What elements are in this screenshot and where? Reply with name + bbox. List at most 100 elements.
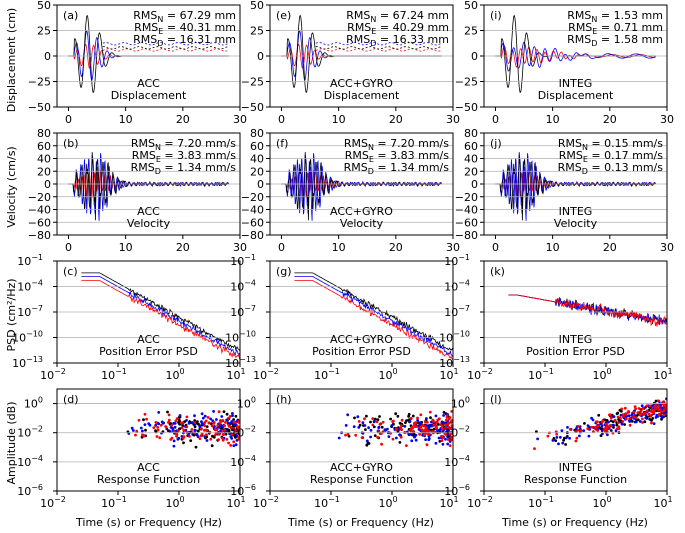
- point-N: [209, 422, 213, 426]
- method-title: INTEG: [559, 461, 593, 474]
- point-D: [154, 421, 158, 424]
- point-D: [656, 408, 660, 411]
- point-N: [651, 417, 655, 420]
- point-D: [617, 427, 621, 431]
- y-tick-label: 60: [464, 140, 478, 153]
- point-D: [167, 413, 171, 417]
- psd-N: [294, 272, 453, 351]
- point-E: [416, 418, 419, 422]
- series-D: [495, 45, 656, 68]
- method-title: ACC: [137, 205, 160, 218]
- rms-N: RMSN = 0.15 mm/s: [558, 137, 663, 152]
- y-tick-label: −40: [455, 204, 478, 217]
- point-D: [205, 433, 208, 437]
- point-D: [597, 424, 600, 428]
- point-D: [233, 421, 237, 424]
- point-D: [167, 418, 171, 422]
- point-N: [600, 427, 604, 430]
- point-D: [652, 411, 656, 414]
- point-D: [662, 409, 666, 412]
- point-E: [234, 443, 238, 447]
- x-axis-label-col1: Time (s) or Frequency (Hz): [75, 516, 222, 529]
- point-D: [400, 424, 403, 427]
- x-tick-label: 0: [278, 241, 285, 254]
- y-tick-label: 0: [44, 50, 51, 63]
- point-D: [232, 427, 236, 431]
- x-tick-label: 30: [233, 241, 247, 254]
- point-D: [641, 412, 645, 416]
- point-N: [380, 425, 384, 429]
- x-tick-label: 10−1: [101, 367, 127, 382]
- x-tick-label: 10−2: [253, 367, 279, 382]
- row-title: Displacement: [324, 89, 400, 102]
- point-E: [200, 422, 204, 426]
- y-tick-label: −20: [241, 191, 264, 204]
- point-D: [400, 418, 404, 422]
- point-D: [225, 437, 229, 441]
- point-D: [435, 420, 439, 424]
- point-E: [536, 437, 539, 441]
- point-D: [555, 432, 559, 436]
- x-tick-label: 20: [176, 241, 190, 254]
- y-tick-label: 10−6: [444, 483, 470, 498]
- axes-frame: [269, 132, 454, 236]
- x-tick-label: 10−1: [314, 495, 340, 510]
- y-tick-label: −50: [241, 101, 264, 114]
- point-D: [158, 436, 162, 440]
- point-D: [227, 416, 230, 420]
- y-tick-label: −40: [28, 204, 51, 217]
- point-E: [437, 436, 441, 440]
- point-D: [228, 415, 232, 418]
- point-E: [600, 424, 604, 428]
- x-tick-label: 100: [165, 495, 184, 510]
- rms-E: RMSE = 0.71 mm: [568, 21, 663, 36]
- axes-frame: [483, 260, 668, 364]
- x-tick-label: 20: [176, 113, 190, 126]
- point-E: [446, 433, 450, 437]
- x-tick-label: 101: [653, 367, 672, 382]
- point-D: [448, 433, 452, 436]
- point-D: [432, 420, 435, 423]
- y-tick-label: 10−7: [17, 304, 43, 319]
- point-D: [170, 436, 174, 440]
- point-E: [664, 411, 667, 414]
- point-D: [188, 435, 191, 438]
- axes-frame: [483, 4, 668, 108]
- panel-letter: (e): [276, 9, 291, 22]
- point-D: [432, 423, 436, 427]
- y-tick-label: 80: [464, 127, 478, 140]
- point-E: [652, 422, 656, 425]
- y-tick-label: 10−1: [230, 253, 256, 268]
- point-N: [398, 441, 402, 444]
- method-title: ACC+GYRO: [330, 205, 393, 218]
- point-D: [450, 419, 453, 422]
- point-D: [622, 414, 626, 418]
- series-N-dashed: [102, 46, 229, 50]
- y-tick-label: 10−10: [439, 330, 470, 345]
- point-D: [413, 425, 417, 428]
- point-D: [576, 424, 580, 428]
- point-D: [609, 416, 613, 420]
- point-D: [204, 419, 208, 423]
- point-E: [607, 420, 610, 424]
- point-N: [193, 425, 197, 429]
- point-N: [598, 426, 602, 430]
- point-N: [429, 416, 432, 420]
- point-N: [177, 418, 181, 422]
- point-D: [615, 427, 619, 431]
- point-D: [616, 415, 620, 419]
- x-tick-label: 10−1: [528, 367, 554, 382]
- point-E: [418, 421, 422, 424]
- point-D: [422, 424, 426, 428]
- point-D: [213, 428, 217, 432]
- point-N: [358, 423, 362, 427]
- panel-letter: (b): [63, 137, 79, 150]
- point-D: [426, 432, 430, 436]
- point-E: [587, 434, 591, 438]
- x-tick-label: 10−2: [40, 367, 66, 382]
- point-E: [367, 426, 370, 430]
- point-D: [389, 431, 392, 435]
